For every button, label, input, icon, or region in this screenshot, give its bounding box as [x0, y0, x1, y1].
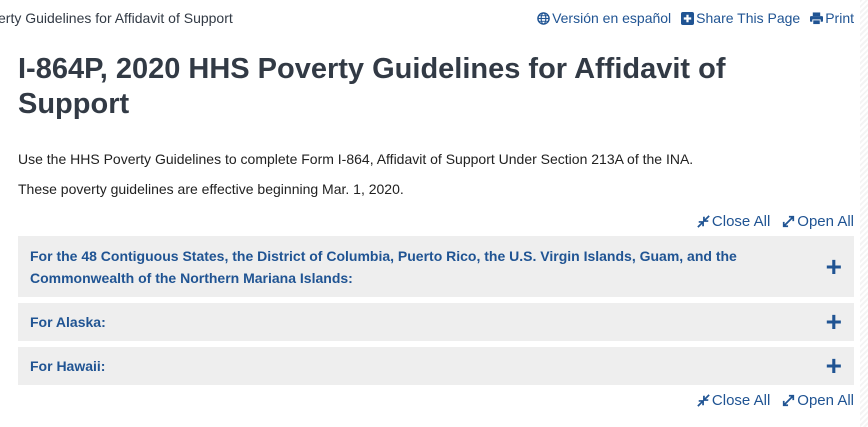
spanish-version-link[interactable]: Versión en español: [537, 10, 671, 26]
intro-text: Use the HHS Poverty Guidelines to comple…: [18, 151, 694, 167]
close-all-label: Close All: [711, 213, 771, 230]
accordion-title: For Alaska:: [30, 314, 106, 330]
plus-icon: +: [825, 250, 842, 282]
scrollbar-track[interactable]: [860, 0, 868, 427]
spanish-version-label: Versión en español: [552, 10, 672, 26]
open-all-label: Open All: [797, 392, 854, 409]
share-page-label: Share This Page: [696, 10, 801, 26]
breadcrumb: erty Guidelines for Affidavit of Support: [0, 10, 233, 26]
accordion-controls-top: Close All Open All: [697, 213, 854, 230]
plus-icon: +: [825, 306, 842, 337]
globe-icon: [537, 11, 550, 25]
compress-icon: [697, 215, 710, 228]
accordion-contiguous-states[interactable]: For the 48 Contiguous States, the Distri…: [18, 236, 854, 297]
print-link[interactable]: Print: [810, 10, 854, 26]
utility-links: Versión en español Share This Page Print: [537, 10, 854, 26]
share-page-link[interactable]: Share This Page: [681, 10, 800, 26]
expand-icon: [782, 215, 795, 228]
plus-icon: +: [825, 350, 842, 381]
plus-square-icon: [681, 11, 695, 25]
effective-date-text: These poverty guidelines are effective b…: [18, 181, 404, 197]
open-all-button[interactable]: Open All: [782, 213, 854, 230]
expand-icon: [782, 394, 795, 407]
accordion-hawaii[interactable]: For Hawaii: +: [18, 347, 854, 385]
open-all-label: Open All: [797, 213, 854, 230]
print-label: Print: [825, 10, 854, 26]
accordion-alaska[interactable]: For Alaska: +: [18, 303, 854, 341]
close-all-label: Close All: [711, 392, 771, 409]
open-all-button[interactable]: Open All: [782, 392, 854, 409]
close-all-button[interactable]: Close All: [697, 392, 770, 409]
accordion-title: For Hawaii:: [30, 358, 106, 374]
close-all-button[interactable]: Close All: [697, 213, 770, 230]
accordion-controls-bottom: Close All Open All: [697, 392, 854, 409]
page-title: I-864P, 2020 HHS Poverty Guidelines for …: [18, 53, 726, 120]
accordion-title: For the 48 Contiguous States, the Distri…: [30, 247, 737, 286]
compress-icon: [697, 394, 710, 407]
printer-icon: [810, 11, 824, 25]
